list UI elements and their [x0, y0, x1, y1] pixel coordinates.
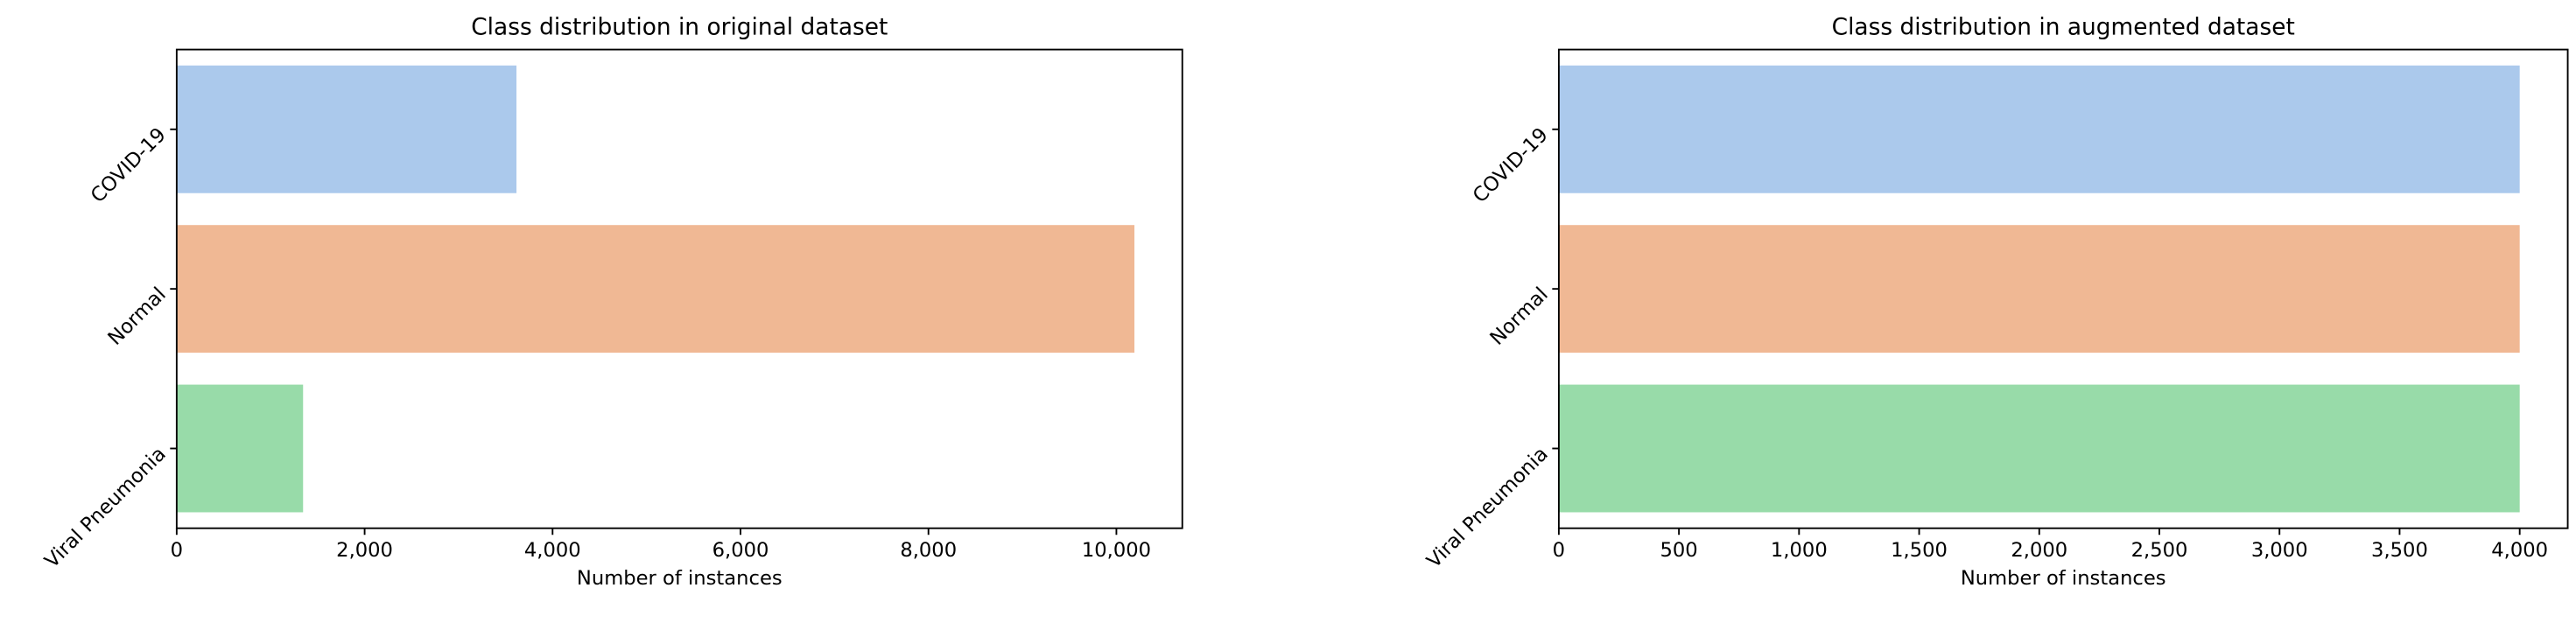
x-tick-label: 8,000 — [900, 539, 957, 562]
x-tick-label: 2,000 — [336, 539, 393, 562]
x-tick-label: 10,000 — [1082, 539, 1151, 562]
subplot: Class distribution in augmented dataset C… — [1422, 14, 2569, 590]
subplot: Class distribution in original dataset CO… — [40, 14, 1183, 590]
x-axis-label: Number of instances — [1961, 567, 2166, 590]
y-tick-label: COVID-19 — [1469, 123, 1553, 207]
x-tick-label: 6,000 — [712, 539, 769, 562]
x-axis-label: Number of instances — [577, 567, 783, 590]
x-tick-label: 0 — [171, 539, 183, 562]
bar — [176, 225, 1135, 354]
y-tick-label: Viral Pneumonia — [40, 443, 171, 573]
bar — [1558, 384, 2520, 513]
y-tick-label: COVID-19 — [87, 123, 171, 207]
x-tick-label: 3,500 — [2371, 539, 2428, 562]
y-tick-label: Normal — [104, 284, 171, 350]
x-tick-label: 4,000 — [524, 539, 581, 562]
bar — [176, 384, 304, 513]
bar — [1558, 65, 2520, 193]
chart-title: Class distribution in augmented dataset — [1832, 14, 2295, 41]
x-tick-label: 0 — [1553, 539, 1565, 562]
axes-frame — [175, 48, 1183, 529]
x-tick-label: 3,000 — [2251, 539, 2308, 562]
x-tick-label: 1,500 — [1891, 539, 1948, 562]
y-tick-label: Viral Pneumonia — [1422, 443, 1553, 573]
chart-title: Class distribution in original dataset — [471, 14, 888, 41]
x-tick-label: 500 — [1660, 539, 1698, 562]
bar — [176, 65, 517, 193]
x-tick-label: 2,000 — [2011, 539, 2067, 562]
x-tick-label: 2,500 — [2131, 539, 2188, 562]
y-tick-label: Normal — [1486, 284, 1553, 350]
bar — [1558, 225, 2520, 354]
x-tick-label: 4,000 — [2491, 539, 2548, 562]
x-tick-label: 1,000 — [1771, 539, 1828, 562]
axes-frame — [1557, 48, 2569, 529]
